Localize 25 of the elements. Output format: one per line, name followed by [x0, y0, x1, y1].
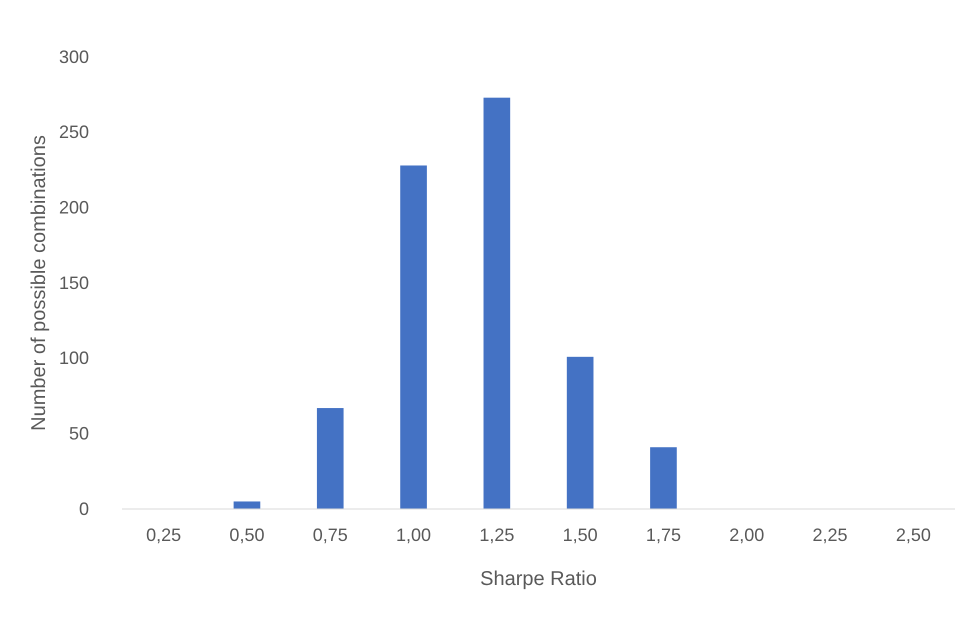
x-axis-title: Sharpe Ratio — [480, 568, 597, 590]
x-tick-label: 1,00 — [396, 524, 432, 545]
y-tick-label: 200 — [58, 197, 89, 218]
bar — [234, 501, 260, 509]
y-tick-label: 300 — [58, 46, 89, 67]
x-tick-label: 1,75 — [646, 524, 681, 545]
x-tick-label: 2,25 — [812, 524, 848, 545]
x-tick-label: 0,25 — [146, 524, 182, 545]
bar — [316, 408, 344, 509]
x-tick-label: 0,75 — [312, 524, 348, 545]
x-tick-label: 2,00 — [729, 524, 764, 545]
y-tick-label: 0 — [78, 498, 89, 519]
bar — [484, 98, 510, 509]
x-tick-label: 0,50 — [229, 524, 264, 545]
x-tick-label: 1,50 — [562, 524, 598, 545]
bar — [566, 356, 594, 509]
bar — [650, 447, 677, 509]
x-tick-label: 1,25 — [479, 524, 514, 545]
y-tick-label: 50 — [68, 423, 89, 444]
x-tick-label: 2,50 — [896, 524, 931, 545]
bar — [400, 165, 427, 509]
y-tick-label: 250 — [58, 122, 89, 142]
y-tick-label: 100 — [58, 348, 89, 368]
y-axis-title: Number of possible combinations — [28, 135, 50, 431]
y-tick-label: 150 — [58, 272, 89, 293]
